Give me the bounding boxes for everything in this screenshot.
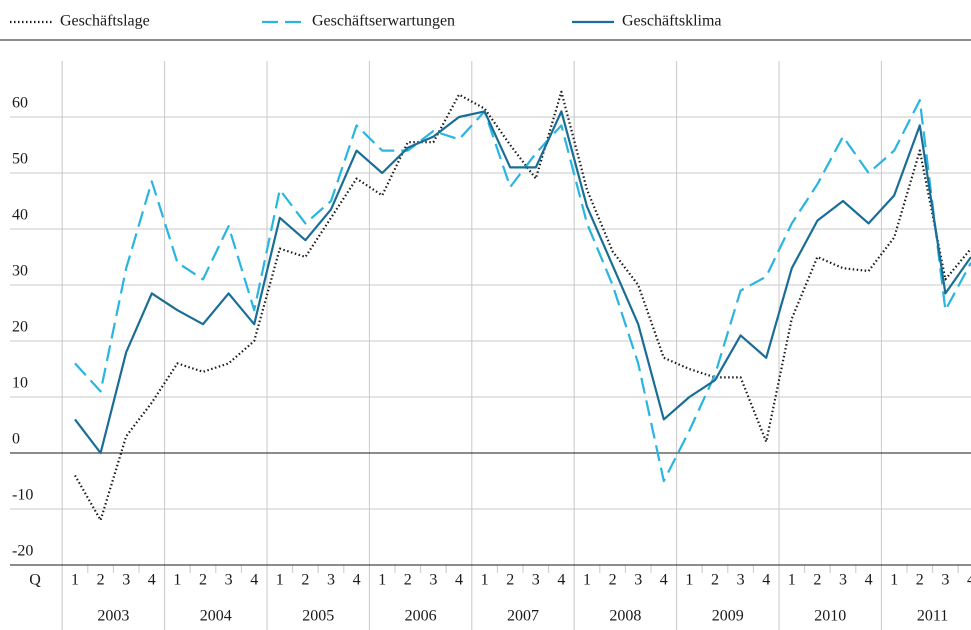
x-tick-label: 3 — [225, 572, 233, 589]
year-label: 2007 — [507, 608, 539, 625]
y-tick-label: 20 — [12, 319, 28, 336]
x-tick-label: 3 — [737, 572, 745, 589]
x-tick-label: 2 — [506, 572, 514, 589]
x-tick-label: 4 — [455, 572, 463, 589]
x-tick-label: 3 — [532, 572, 540, 589]
legend-label: Geschäftserwartungen — [312, 13, 455, 30]
x-tick-label: 4 — [865, 572, 873, 589]
x-tick-label: 1 — [890, 572, 898, 589]
x-tick-label: 1 — [481, 572, 489, 589]
y-tick-label: 60 — [12, 95, 28, 112]
series-line — [74, 99, 971, 483]
y-tick-label: 30 — [12, 263, 28, 280]
y-tick-label: -20 — [12, 543, 33, 560]
year-label: 2008 — [609, 608, 641, 625]
x-tick-label: 2 — [916, 572, 924, 589]
x-tick-label: 3 — [634, 572, 642, 589]
x-tick-label: 2 — [301, 572, 309, 589]
x-tick-label: 2 — [404, 572, 412, 589]
year-label: 2011 — [917, 608, 948, 625]
x-tick-label: 4 — [762, 572, 770, 589]
x-tick-label: 2 — [609, 572, 617, 589]
legend-label: Geschäftslage — [60, 13, 150, 30]
x-tick-label: 4 — [250, 572, 258, 589]
x-tick-label: 1 — [788, 572, 796, 589]
x-tick-label: 2 — [711, 572, 719, 589]
year-label: 2003 — [97, 608, 129, 625]
x-tick-label: 4 — [353, 572, 361, 589]
x-tick-label: 3 — [429, 572, 437, 589]
y-tick-label: -10 — [12, 487, 33, 504]
x-tick-label: 3 — [941, 572, 949, 589]
x-tick-label: 3 — [122, 572, 130, 589]
x-tick-label: 3 — [839, 572, 847, 589]
x-tick-label: 2 — [97, 572, 105, 589]
y-tick-label: 10 — [12, 375, 28, 392]
x-axis-label: Q — [29, 572, 41, 589]
legend-label: Geschäftsklima — [622, 13, 722, 30]
year-label: 2009 — [712, 608, 744, 625]
x-tick-label: 3 — [327, 572, 335, 589]
x-tick-label: 4 — [148, 572, 156, 589]
x-tick-label: 1 — [685, 572, 693, 589]
series-line — [74, 90, 971, 522]
y-tick-label: 50 — [12, 151, 28, 168]
x-tick-label: 1 — [583, 572, 591, 589]
x-tick-label: 2 — [199, 572, 207, 589]
x-tick-label: 4 — [967, 572, 971, 589]
x-tick-label: 1 — [71, 572, 79, 589]
year-label: 2006 — [405, 608, 437, 625]
x-tick-label: 1 — [378, 572, 386, 589]
year-label: 2005 — [302, 608, 334, 625]
series-line — [74, 110, 971, 455]
y-tick-label: 40 — [12, 207, 28, 224]
x-tick-label: 4 — [557, 572, 565, 589]
y-tick-label: 0 — [12, 431, 20, 448]
year-label: 2004 — [200, 608, 232, 625]
x-tick-label: 4 — [660, 572, 668, 589]
year-label: 2010 — [814, 608, 846, 625]
x-tick-label: 2 — [813, 572, 821, 589]
x-tick-label: 1 — [173, 572, 181, 589]
x-tick-label: 1 — [276, 572, 284, 589]
